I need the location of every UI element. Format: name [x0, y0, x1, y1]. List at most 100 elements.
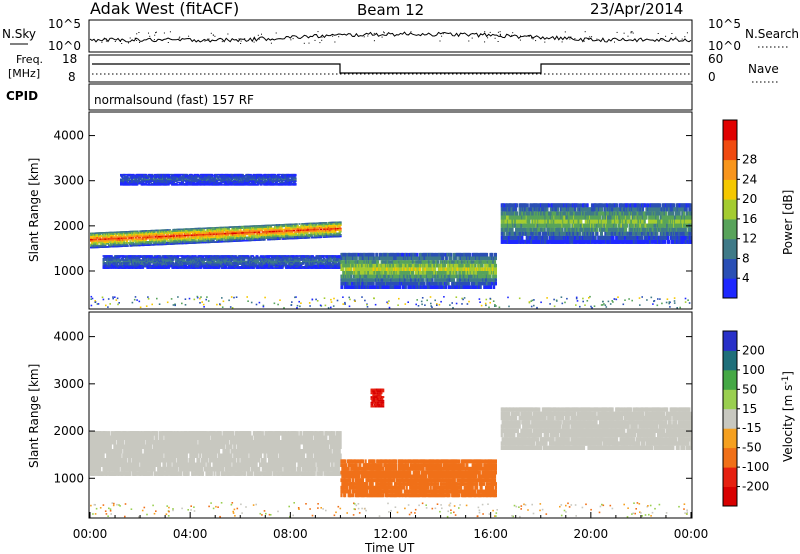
power-cell	[329, 223, 332, 225]
power-cell	[260, 232, 263, 235]
power-cell	[166, 238, 169, 241]
power-cell	[371, 278, 374, 282]
power-cell	[184, 234, 187, 237]
power-cell	[340, 256, 343, 261]
nsearch-dot	[532, 38, 534, 40]
power-cell	[313, 263, 316, 265]
power-cell	[168, 240, 171, 242]
power-cell	[336, 226, 339, 228]
nsearch-dot	[511, 34, 513, 36]
power-cell	[151, 236, 154, 238]
power-cell	[288, 228, 291, 230]
power-cell	[296, 256, 299, 258]
power-cell	[283, 233, 286, 235]
power-cell	[340, 260, 343, 264]
power-cell	[221, 228, 224, 230]
power-cell	[301, 232, 304, 235]
nsearch-dot	[661, 39, 663, 41]
power-cell	[319, 267, 322, 269]
power-cell	[281, 228, 284, 231]
nsearch-dot	[138, 32, 140, 33]
power-cell	[293, 262, 296, 264]
nsearch-dot	[441, 35, 443, 37]
power-cell	[284, 259, 287, 261]
power-cell	[347, 256, 350, 261]
power-cell	[276, 266, 280, 268]
power-cell	[241, 266, 244, 268]
power-cell	[298, 266, 301, 268]
power-cell	[201, 264, 204, 267]
power-cell	[194, 239, 197, 241]
nsearch-dot	[317, 31, 319, 33]
power-cell	[142, 242, 145, 245]
nsearch-dot	[188, 35, 190, 37]
power-cell	[280, 227, 283, 229]
power-cell	[241, 264, 244, 267]
power-cell	[113, 266, 116, 268]
power-cell	[212, 227, 215, 229]
power-cell	[252, 230, 255, 232]
power-cell	[306, 257, 309, 260]
power-cell	[124, 243, 127, 246]
power-cell	[184, 256, 187, 258]
power-cell	[277, 259, 280, 261]
power-cell	[334, 264, 337, 267]
power-cell	[126, 245, 129, 247]
power-cell	[113, 267, 116, 269]
power-cell	[150, 260, 153, 263]
power-cell	[234, 255, 238, 257]
power-cell	[175, 264, 178, 267]
power-cell	[236, 259, 239, 261]
power-cell	[217, 255, 221, 257]
power-cell	[107, 266, 111, 268]
power-cell	[301, 235, 304, 238]
power-cell	[255, 262, 258, 264]
power-cell	[360, 252, 363, 257]
power-cell	[208, 236, 211, 239]
nsearch-dot	[134, 37, 136, 39]
nsearch-dot	[480, 33, 482, 35]
power-cell	[302, 226, 305, 228]
power-cell	[192, 259, 195, 261]
nsearch-dot	[290, 39, 292, 41]
power-cell	[316, 236, 319, 239]
power-cell	[166, 241, 170, 244]
power-cell	[107, 264, 111, 267]
power-cell	[115, 267, 118, 269]
power-cell	[259, 257, 262, 260]
nsearch-dot	[275, 32, 277, 34]
power-cell	[131, 233, 134, 236]
power-cell	[229, 256, 232, 258]
power-cell	[132, 244, 136, 247]
power-cell	[233, 232, 236, 235]
power-cell	[95, 238, 98, 241]
power-cell	[327, 266, 331, 268]
nsearch-scale-top: 10^5	[708, 17, 741, 31]
power-cell	[146, 256, 149, 258]
power-cell	[123, 234, 126, 236]
power-cell	[173, 235, 176, 237]
power-cell	[120, 242, 123, 244]
power-cell	[143, 264, 146, 267]
power-cell	[339, 223, 342, 225]
power-cell	[157, 231, 160, 233]
power-cell	[349, 271, 352, 275]
power-cell	[183, 255, 187, 257]
power-cell	[110, 255, 113, 257]
power-cell	[209, 236, 212, 239]
power-cell	[287, 226, 290, 229]
power-cell	[158, 257, 162, 260]
power-cell	[154, 263, 157, 265]
power-cell	[308, 235, 311, 237]
nsearch-dot	[570, 36, 572, 38]
power-cell	[281, 233, 284, 236]
nsearch-dot	[544, 41, 546, 43]
power-cell	[140, 255, 143, 257]
power-cell	[114, 260, 117, 263]
power-cell	[188, 266, 191, 268]
power-cell	[132, 237, 135, 239]
freq-tick-top: 18	[62, 52, 77, 66]
power-cell	[281, 267, 284, 269]
power-cell	[254, 237, 257, 240]
power-cell	[172, 262, 175, 264]
